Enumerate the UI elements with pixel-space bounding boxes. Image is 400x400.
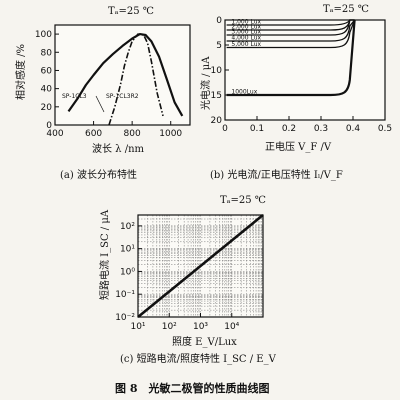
- panel-c-ylabel: 短路电流 I_SC / μA: [98, 209, 111, 300]
- panel-b-xtick-label: 0.3: [314, 124, 328, 134]
- panel-b-ytick-label: 20: [211, 116, 223, 126]
- panel-b-caption: (b) 光电流/正电压特性 Iₗ/V_F: [210, 168, 343, 181]
- panel-c-series: [137, 213, 264, 319]
- panel-b-series-label: 1,000 Lux: [231, 19, 261, 26]
- panel-b-xtick-label: 0.2: [282, 124, 296, 134]
- panel-a-ytick-label: 20: [41, 103, 53, 113]
- panel-a-ytick-label: 80: [41, 48, 53, 58]
- panel-a-series-line-0: [67, 32, 184, 117]
- panel-b-ytick-label: 10: [211, 66, 223, 76]
- panel-a-ticks: 400 600 800 1000 0 20 40 60 80 100: [35, 30, 183, 139]
- panel-c-ytick-label: 10⁻²: [115, 313, 135, 323]
- panel-b-xtick-label: 0: [222, 124, 228, 134]
- panel-b-series-label: 4,000 Lux: [231, 35, 261, 42]
- panel-c-ytick-label: 10⁻¹: [115, 290, 135, 300]
- panel-a-xtick-label: 600: [85, 129, 102, 139]
- panel-b-series-line-4: [226, 19, 356, 42]
- panel-c-xlabel: 照度 E_V/Lux: [172, 335, 237, 348]
- panel-b-series-line-0: [226, 19, 356, 97]
- panel-c-xtick-label: 10¹: [130, 322, 145, 332]
- panel-b-frame: [224, 19, 386, 121]
- panel-c-ytick-label: 10²: [120, 222, 135, 232]
- panel-b-series-line-5: [226, 19, 356, 49]
- panel-c-ytick-label: 10¹: [120, 245, 135, 255]
- panel-c-ytick-label: 10⁰: [120, 267, 135, 277]
- panel-b-xtick-label: 0.5: [378, 124, 392, 134]
- panel-a-xlabel: 波长 λ /nm: [92, 142, 145, 155]
- panel-a-ytick-label: 100: [35, 30, 52, 40]
- panel-b-series-label: 2,000 Lux: [231, 24, 261, 31]
- panel-b-xtick-label: 0.4: [346, 124, 361, 134]
- panel-a-ytick-label: 60: [41, 66, 53, 76]
- panel-a-ytick-label: 40: [41, 85, 53, 95]
- panel-a-series: SP-1CL3 SP-1CL3R2: [62, 32, 184, 126]
- figure-title: 图 8 光敏二极管的性质曲线图: [115, 381, 269, 395]
- panel-b-xlabel: 正电压 V_F /V: [265, 140, 332, 153]
- panel-a-condition: Tₐ=25 ℃: [108, 6, 154, 17]
- panel-b-ytick-label: 15: [211, 91, 222, 101]
- panel-c: 10¹ 10² 10³ 10⁴ 10⁻² 10⁻¹ 10⁰ 10¹ 10² Tₐ=25 ℃ 照度…: [98, 195, 277, 365]
- panel-b-series-label: 5,000 Lux: [231, 41, 261, 48]
- panel-c-caption: (c) 短路电流/照度特性 I_SC / E_V: [120, 352, 277, 365]
- panel-a-series-label: SP-1CL3R2: [106, 93, 139, 100]
- panel-a-ylabel: 相对感度 /%: [14, 44, 27, 100]
- panel-a-frame: [54, 24, 191, 126]
- panel-a-ytick-label: 0: [46, 121, 52, 131]
- panel-b-xtick-label: 0.1: [250, 124, 264, 134]
- panel-a-leader-line: [95, 95, 105, 113]
- panel-a-series-label: SP-1CL3: [62, 93, 87, 100]
- panel-b-plot-area: [225, 20, 385, 120]
- panel-b-ylabel: 光电流 / μA: [199, 56, 212, 110]
- panel-a-xtick-label: 400: [46, 129, 63, 139]
- panel-b: 0 0.1 0.2 0.3 0.4 0.5 0 5 10 15 20 1000Lux 1,000 Lu…: [199, 4, 392, 181]
- panel-b-condition: Tₐ=25 ℃: [323, 4, 369, 15]
- panel-c-xtick-label: 10²: [162, 322, 177, 332]
- panel-b-ytick-label: 0: [216, 16, 222, 26]
- panel-c-condition: Tₐ=25 ℃: [220, 195, 266, 206]
- panel-a-xtick-label: 800: [124, 129, 141, 139]
- panel-b-series-label: 1000Lux: [231, 89, 257, 96]
- panel-c-series-line: [137, 213, 264, 319]
- panel-c-xtick-label: 10³: [193, 322, 208, 332]
- panel-a-series-line-1: [108, 33, 164, 126]
- panel-b-ytick-label: 5: [216, 41, 222, 51]
- panel-c-frame: [137, 214, 264, 318]
- panel-a-caption: (a) 波长分布特性: [60, 168, 137, 181]
- panel-a-xtick-label: 1000: [159, 129, 182, 139]
- panel-c-grid: [138, 215, 263, 317]
- panel-c-xtick-label: 10⁴: [224, 322, 239, 332]
- panel-b-series-label: 3,000 Lux: [231, 29, 261, 36]
